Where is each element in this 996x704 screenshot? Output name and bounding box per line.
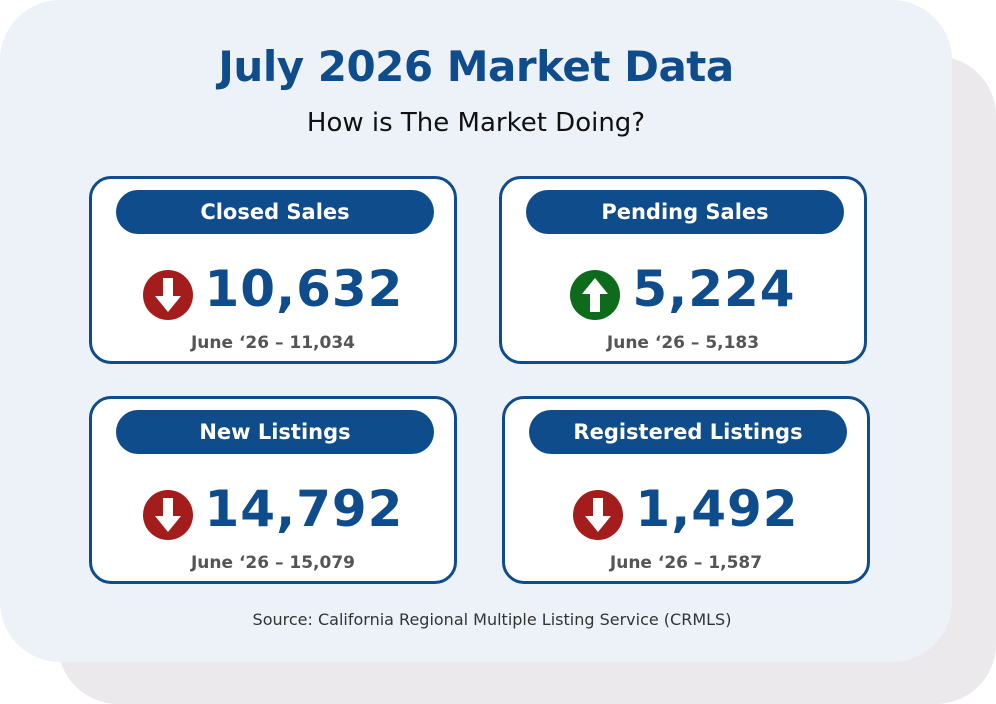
stat-card-registered-listings: Registered Listings 1,492 June ‘26 – 1,5…: [502, 396, 870, 584]
stat-value-row: 5,224: [502, 257, 864, 321]
stat-value: 14,792: [204, 480, 404, 538]
stat-card-new-listings: New Listings 14,792 June ‘26 – 15,079: [89, 396, 457, 584]
stat-label: Registered Listings: [529, 410, 847, 454]
arrow-down-icon: [142, 490, 193, 540]
stat-previous-month: June ‘26 – 11,034: [190, 333, 356, 353]
arrow-down-icon: [142, 270, 193, 320]
stat-label: Pending Sales: [526, 190, 844, 234]
stat-card-closed-sales: Closed Sales 10,632 June ‘26 – 11,034: [89, 176, 457, 364]
stat-value: 10,632: [204, 260, 404, 318]
arrow-up-icon: [570, 270, 621, 320]
stat-previous-month: June ‘26 – 15,079: [190, 553, 356, 573]
stat-label: New Listings: [116, 410, 434, 454]
stat-value: 1,492: [635, 480, 799, 538]
source-note: Source: California Regional Multiple Lis…: [252, 610, 732, 629]
stat-label: Closed Sales: [116, 190, 434, 234]
page-title: July 2026 Market Data: [218, 42, 734, 91]
stat-value-row: 14,792: [92, 477, 454, 541]
stat-card-pending-sales: Pending Sales 5,224 June ‘26 – 5,183: [499, 176, 867, 364]
stat-value: 5,224: [632, 260, 796, 318]
arrow-down-icon: [573, 490, 624, 540]
stat-value-row: 10,632: [92, 257, 454, 321]
stat-previous-month: June ‘26 – 1,587: [609, 553, 763, 573]
page-subtitle: How is The Market Doing?: [306, 108, 646, 138]
stat-value-row: 1,492: [505, 477, 867, 541]
stat-previous-month: June ‘26 – 5,183: [606, 333, 760, 353]
main-card: July 2026 Market Data How is The Market …: [0, 0, 952, 662]
